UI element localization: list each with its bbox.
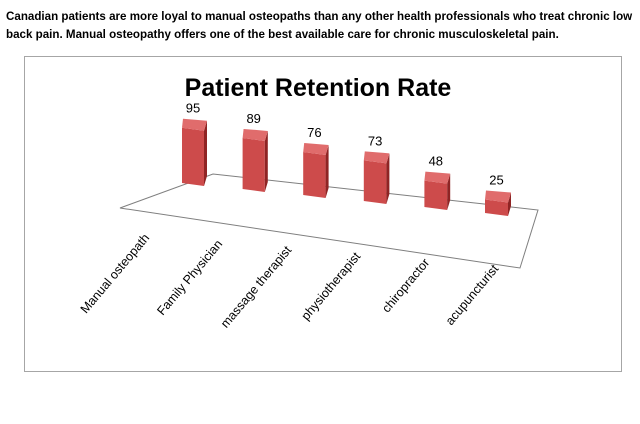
category-label-3: massage therapist (218, 243, 295, 331)
bar-side-3 (325, 145, 329, 198)
bar-1 (182, 118, 207, 186)
bar-top-1 (182, 118, 207, 131)
category-labels-group: Manual osteopath Family Physicianmassage … (78, 231, 502, 331)
category-label-5: chiropractor (379, 256, 432, 316)
bar-top-5 (424, 171, 451, 184)
bars-group (182, 118, 511, 216)
bar-front-2 (242, 137, 265, 192)
intro-text: Canadian patients are more loyal to manu… (6, 10, 633, 41)
bar-front-3 (303, 152, 326, 198)
bar-front-4 (363, 160, 387, 204)
bar-2 (242, 128, 268, 192)
bar-front-5 (424, 180, 448, 210)
value-label-2: 89 (246, 111, 260, 126)
value-label-1: 95 (186, 101, 200, 116)
value-label-5: 48 (429, 154, 443, 169)
chart-floor (119, 173, 539, 269)
bar-side-1 (204, 120, 207, 186)
bar-side-6 (508, 192, 511, 216)
category-label-4: physiotherapist (299, 249, 364, 323)
bar-top-3 (303, 143, 329, 156)
category-label-6: acupuncturist (443, 262, 502, 328)
bar-4 (363, 151, 390, 204)
bar-top-4 (363, 151, 390, 164)
bar-front-1 (182, 127, 204, 186)
bar-5 (424, 171, 451, 210)
bar-front-6 (485, 199, 508, 216)
chart-title: Patient Retention Rate (185, 74, 452, 102)
bar-top-2 (242, 128, 268, 141)
chart-frame (24, 56, 622, 372)
value-label-3: 76 (307, 125, 321, 140)
bar-side-5 (447, 173, 451, 210)
bar-3 (303, 143, 329, 198)
bar-side-4 (386, 153, 390, 204)
bar-6 (485, 190, 511, 216)
category-label-1: Manual osteopath (78, 231, 153, 316)
value-labels-group: 95 89 76 73 48 25 (186, 101, 504, 188)
value-label-4: 73 (368, 133, 382, 148)
bar-top-6 (485, 190, 511, 203)
bar-side-2 (264, 130, 268, 192)
category-label-2: Family Physician (154, 237, 225, 318)
value-label-6: 25 (489, 173, 503, 188)
